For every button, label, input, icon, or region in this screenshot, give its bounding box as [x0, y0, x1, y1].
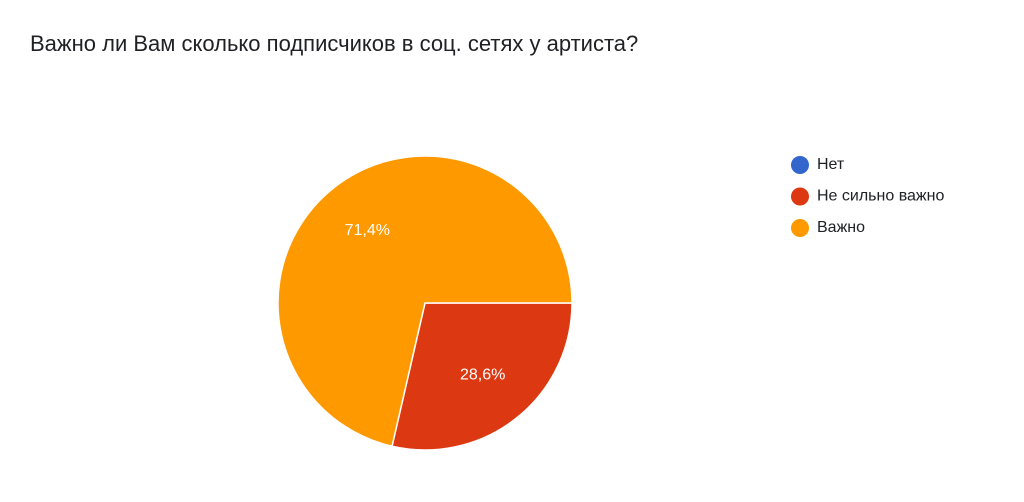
legend-swatch [791, 187, 809, 206]
legend-swatch [791, 156, 809, 174]
legend-label: Не сильно важно [817, 188, 944, 205]
pie-slice [277, 155, 573, 448]
legend-label: Нет [817, 156, 845, 173]
legend-swatch [791, 219, 809, 237]
legend-label: Важно [817, 219, 865, 236]
slice-label: 71,4% [345, 222, 390, 239]
chart-title: Важно ли Вам сколько подписчиков в соц. … [30, 31, 638, 56]
slice-label: 28,6% [460, 367, 505, 384]
pie-slice [391, 302, 573, 451]
